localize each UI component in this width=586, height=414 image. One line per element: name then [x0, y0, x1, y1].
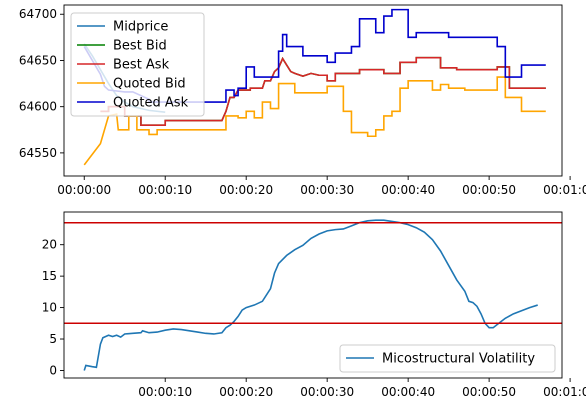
bottom-legend-box — [339, 344, 556, 373]
top-xtick-label-1: 00:00:10 — [138, 183, 192, 197]
bottom-ytick-label-4: 20 — [42, 238, 57, 252]
top-legend-label-3: Quoted Bid — [113, 77, 186, 92]
top-ytick-label-0: 64550 — [19, 146, 57, 160]
top-legend-label-1: Best Bid — [113, 39, 167, 54]
bottom-xtick-label-4: 00:00:50 — [462, 385, 516, 399]
top-axes-frame — [63, 4, 563, 177]
bottom-series-line-0 — [83, 219, 538, 371]
bottom-xtick-label-2: 00:00:30 — [300, 385, 354, 399]
top-ytick-label-2: 64650 — [19, 53, 57, 67]
bottom-ytick-label-1: 5 — [49, 332, 57, 346]
top-legend-label-4: Quoted Ask — [113, 96, 189, 111]
top-legend-label-2: Best Ask — [113, 58, 170, 73]
top-xtick-label-2: 00:00:20 — [219, 183, 273, 197]
top-xtick-label-5: 00:00:50 — [462, 183, 516, 197]
top-ytick-label-3: 64700 — [19, 7, 57, 21]
top-series-line-2 — [100, 56, 546, 126]
bottom-ytick-label-2: 10 — [42, 301, 57, 315]
top-series-line-3 — [83, 76, 546, 166]
bottom-ytick-label-3: 15 — [42, 269, 57, 283]
top-xtick-label-3: 00:00:30 — [300, 183, 354, 197]
bottom-xtick-label-1: 00:00:20 — [219, 385, 273, 399]
top-legend-label-0: Midprice — [113, 20, 168, 35]
bottom-axes-frame — [63, 211, 563, 379]
bottom-xtick-label-3: 00:00:40 — [381, 385, 435, 399]
top-ytick-label-1: 64600 — [19, 100, 57, 114]
bottom-ytick-label-0: 0 — [49, 363, 57, 377]
bottom-legend-label-0: Micostructural Volatility — [382, 352, 535, 367]
bottom-xtick-label-0: 00:00:10 — [138, 385, 192, 399]
bottom-xtick-label-5: 00:01:00 — [543, 385, 586, 399]
top-xtick-label-4: 00:00:40 — [381, 183, 435, 197]
top-legend-box — [70, 12, 205, 117]
top-xtick-label-6: 00:01:00 — [543, 183, 586, 197]
top-xtick-label-0: 00:00:00 — [57, 183, 111, 197]
